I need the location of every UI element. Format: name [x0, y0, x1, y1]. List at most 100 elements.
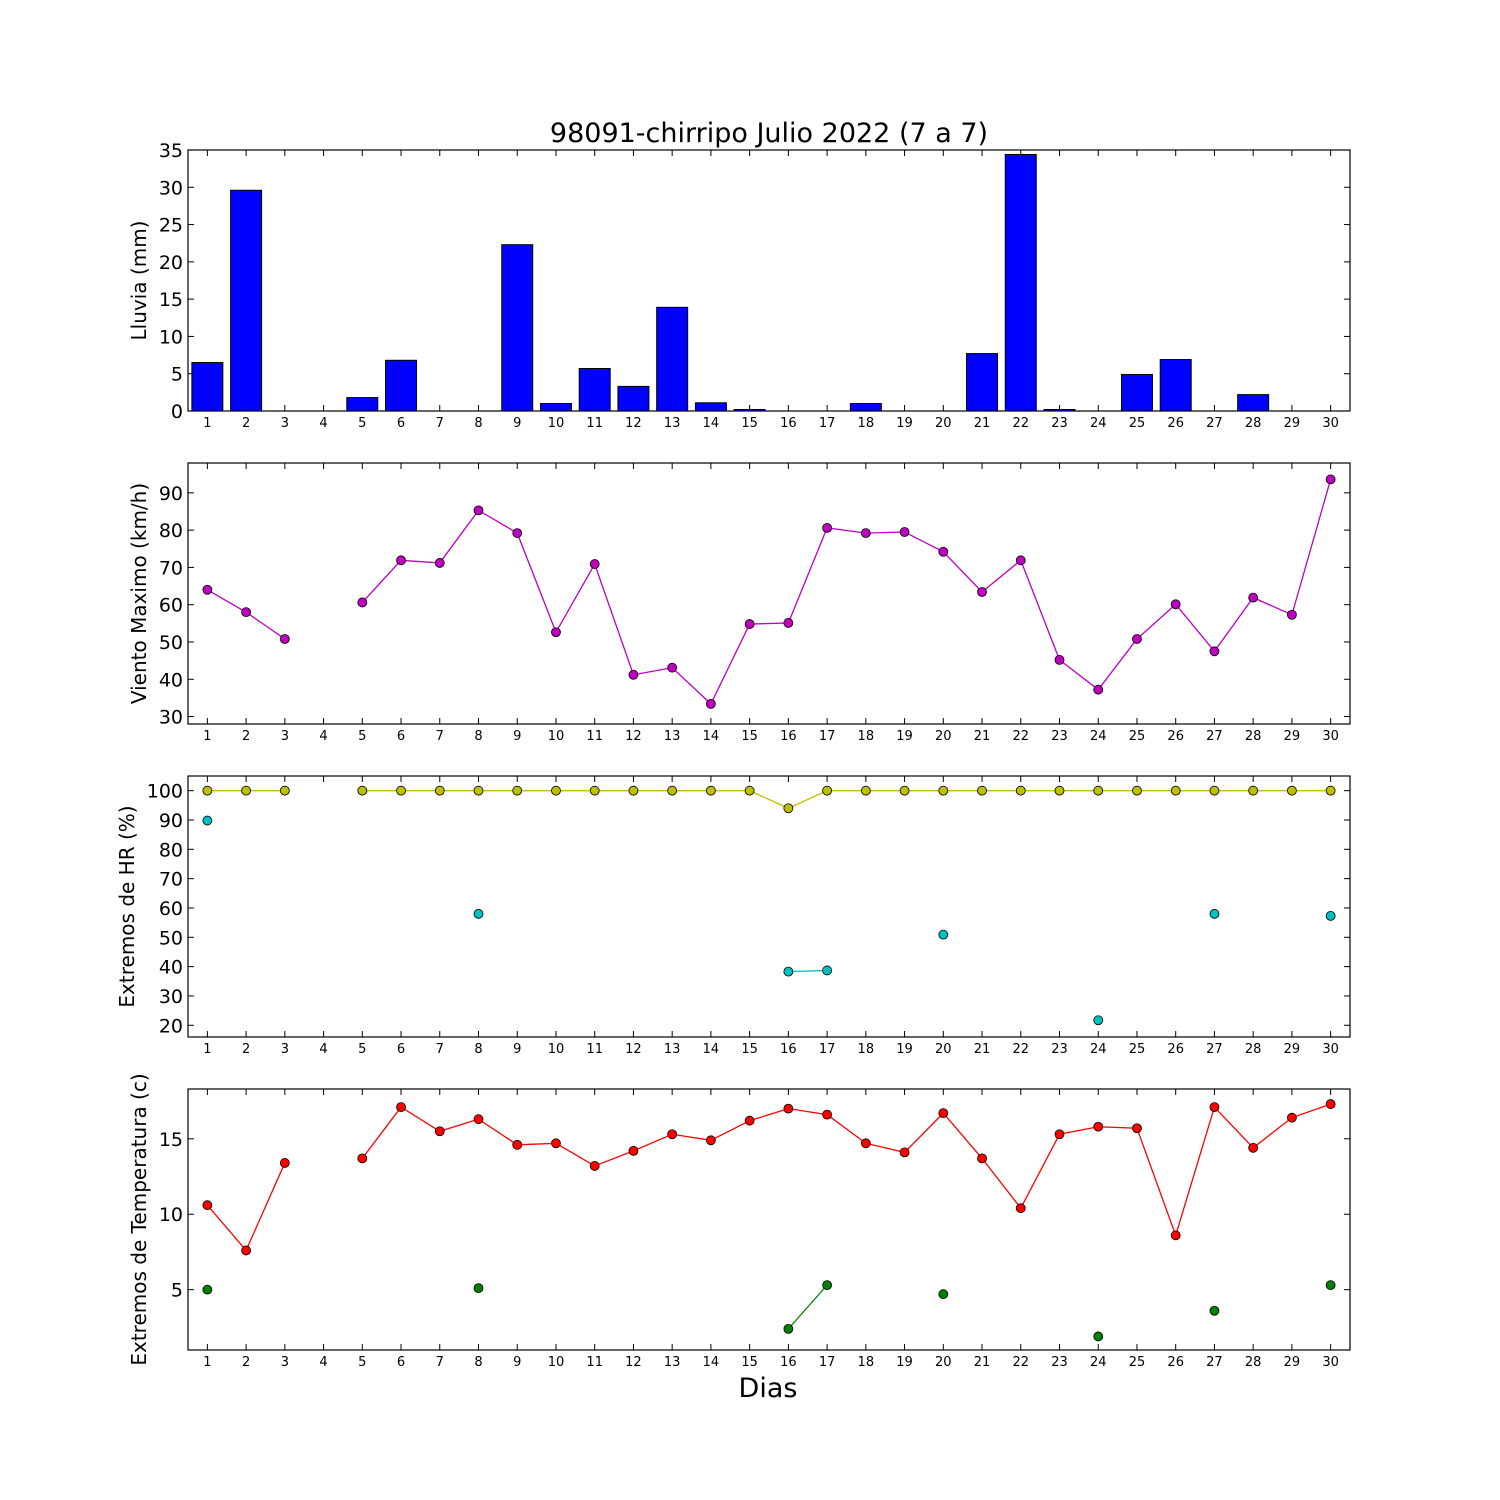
x-tick-label: 19 — [896, 1355, 913, 1370]
bar — [1043, 409, 1076, 412]
x-tick-label: 7 — [436, 416, 444, 431]
x-tick-label: 24 — [1090, 1042, 1107, 1057]
bar — [539, 403, 572, 412]
x-tick-label: 24 — [1090, 1355, 1107, 1370]
x-tick-label: 3 — [281, 1042, 289, 1057]
axes-frame — [187, 775, 1351, 1038]
x-tick-label: 7 — [436, 1042, 444, 1057]
y-tick-label: 25 — [159, 215, 183, 237]
y-axis-title: Extremos de HR (%) — [115, 805, 139, 1007]
x-tick-label: 10 — [548, 1355, 565, 1370]
bar — [230, 189, 263, 412]
x-tick-label: 19 — [896, 729, 913, 744]
x-tick-label: 12 — [625, 416, 642, 431]
x-tick-label: 15 — [741, 1355, 758, 1370]
x-tick-label: 18 — [858, 1042, 875, 1057]
x-tick-label: 3 — [281, 729, 289, 744]
y-tick-label: 70 — [159, 869, 183, 891]
x-tick-label: 14 — [703, 416, 720, 431]
x-tick-label: 26 — [1167, 416, 1184, 431]
bar — [1004, 153, 1037, 412]
x-tick-label: 16 — [780, 416, 797, 431]
x-tick-label: 18 — [858, 729, 875, 744]
data-point — [783, 1103, 794, 1114]
x-tick-label: 7 — [436, 1355, 444, 1370]
x-tick-label: 27 — [1206, 1042, 1223, 1057]
bar — [1237, 394, 1270, 412]
data-point — [706, 785, 716, 796]
x-tick-label: 24 — [1090, 729, 1107, 744]
data-point — [396, 1102, 406, 1113]
x-tick-label: 22 — [1012, 1042, 1029, 1057]
data-point — [551, 1138, 561, 1149]
bar — [385, 359, 418, 412]
y-tick-label: 90 — [159, 810, 183, 832]
data-point — [1015, 1203, 1026, 1214]
data-point — [396, 785, 406, 796]
x-tick-label: 23 — [1051, 1355, 1068, 1370]
x-tick-label: 30 — [1322, 416, 1339, 431]
x-tick-label: 1 — [203, 1355, 211, 1370]
y-tick-label: 50 — [159, 927, 183, 949]
data-point — [1248, 1142, 1259, 1153]
x-tick-label: 23 — [1051, 416, 1068, 431]
x-tick-label: 7 — [436, 729, 444, 744]
x-tick-label: 16 — [780, 729, 797, 744]
data-point — [1093, 1331, 1104, 1342]
x-tick-label: 28 — [1245, 729, 1262, 744]
data-point — [822, 785, 832, 796]
data-point — [1209, 908, 1220, 919]
x-tick-label: 12 — [625, 729, 642, 744]
data-point — [473, 908, 484, 919]
x-tick-label: 28 — [1245, 1042, 1262, 1057]
x-tick-label: 6 — [397, 1355, 405, 1370]
x-tick-label: 12 — [625, 1042, 642, 1057]
data-point — [860, 528, 871, 538]
data-point — [1093, 1015, 1104, 1026]
x-tick-label: 22 — [1012, 1355, 1029, 1370]
y-tick-label: 80 — [159, 839, 183, 861]
x-tick-label: 5 — [358, 1042, 366, 1057]
data-point — [783, 803, 794, 814]
x-tick-label: 13 — [664, 1355, 681, 1370]
data-point — [202, 1284, 213, 1295]
x-tick-label: 16 — [780, 1042, 797, 1057]
data-point — [1325, 474, 1336, 485]
x-tick-label: 20 — [935, 1355, 952, 1370]
data-point — [551, 785, 561, 796]
x-tick-label: 3 — [281, 1355, 289, 1370]
x-tick-label: 17 — [819, 729, 836, 744]
data-point — [744, 785, 755, 796]
data-point — [860, 785, 871, 796]
x-tick-label: 2 — [242, 1355, 250, 1370]
data-point — [279, 1158, 290, 1168]
x-tick-label: 23 — [1051, 1042, 1068, 1057]
y-axis-title: Lluvia (mm) — [127, 221, 151, 341]
x-tick-label: 13 — [664, 1042, 681, 1057]
data-point — [1287, 785, 1297, 796]
data-point — [1209, 785, 1220, 796]
series-line — [787, 1284, 828, 1330]
x-tick-label: 2 — [242, 1042, 250, 1057]
x-tick-label: 4 — [319, 729, 327, 744]
data-point — [783, 1323, 794, 1334]
data-point — [977, 785, 987, 796]
x-tick-label: 29 — [1284, 416, 1301, 431]
bar — [191, 362, 224, 412]
bar — [733, 409, 766, 412]
series-line — [788, 969, 828, 973]
data-point — [938, 929, 949, 940]
data-point — [822, 522, 832, 533]
data-point — [899, 785, 910, 796]
x-tick-label: 28 — [1245, 416, 1262, 431]
y-axis-title: Extremos de Temperatura (c) — [127, 1073, 151, 1365]
x-tick-label: 8 — [474, 416, 482, 431]
data-point — [202, 1200, 213, 1211]
x-tick-label: 21 — [974, 1042, 991, 1057]
x-tick-label: 21 — [974, 1355, 991, 1370]
y-tick-label: 15 — [159, 289, 183, 311]
data-point — [977, 587, 987, 597]
x-tick-label: 1 — [203, 1042, 211, 1057]
